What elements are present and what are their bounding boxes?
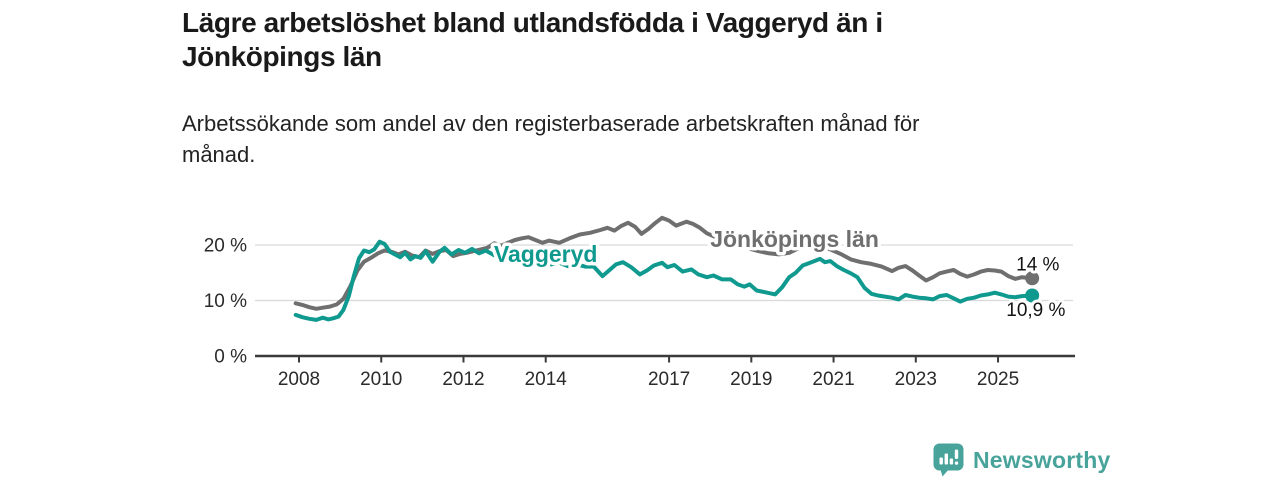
- x-axis-label: 2008: [278, 369, 320, 390]
- newsworthy-branding: Newsworthy: [933, 443, 1110, 477]
- chart-title: Lägre arbetslöshet bland utlandsfödda i …: [182, 6, 1002, 74]
- newsworthy-logo-text: Newsworthy: [973, 446, 1111, 473]
- chart-title-line2: Jönköpings län: [182, 41, 382, 72]
- series-label-j-nk-pings-l-n: Jönköpings län: [710, 226, 879, 252]
- chart-title-line1: Lägre arbetslöshet bland utlandsfödda i …: [182, 7, 883, 38]
- x-axis-label: 2021: [812, 369, 854, 390]
- chart-subtitle-line2: månad.: [182, 142, 256, 167]
- chart-subtitle-line1: Arbetssökande som andel av den registerb…: [182, 111, 920, 136]
- end-dot-vaggeryd: [1025, 288, 1040, 303]
- y-axis-label: 0 %: [214, 347, 247, 368]
- series-line-vaggeryd: [293, 239, 1035, 322]
- end-dot-j-nk-pings-l-n: [1025, 271, 1040, 286]
- x-axis-label: 2012: [442, 369, 484, 390]
- x-axis-label: 2019: [730, 369, 772, 390]
- series-label-vaggeryd: Vaggeryd: [494, 241, 598, 267]
- y-axis-label: 10 %: [204, 291, 247, 312]
- x-axis-label: 2023: [895, 369, 937, 390]
- x-axis-label: 2017: [648, 369, 690, 390]
- x-axis-label: 2014: [525, 369, 568, 390]
- y-axis-label: 20 %: [204, 236, 247, 257]
- chart-subtitle: Arbetssökande som andel av den registerb…: [182, 108, 1052, 170]
- end-value-label: 10,9 %: [1006, 300, 1065, 321]
- end-value-label: 14 %: [1016, 255, 1059, 276]
- unemployment-line-chart: 2008 2010 2012 2014 2017 2019 2021 2023 2025 0 % 1…: [204, 215, 1075, 390]
- x-axis-label: 2025: [977, 369, 1019, 390]
- x-axis-label: 2010: [360, 369, 402, 390]
- newsworthy-logo-icon: [933, 443, 964, 477]
